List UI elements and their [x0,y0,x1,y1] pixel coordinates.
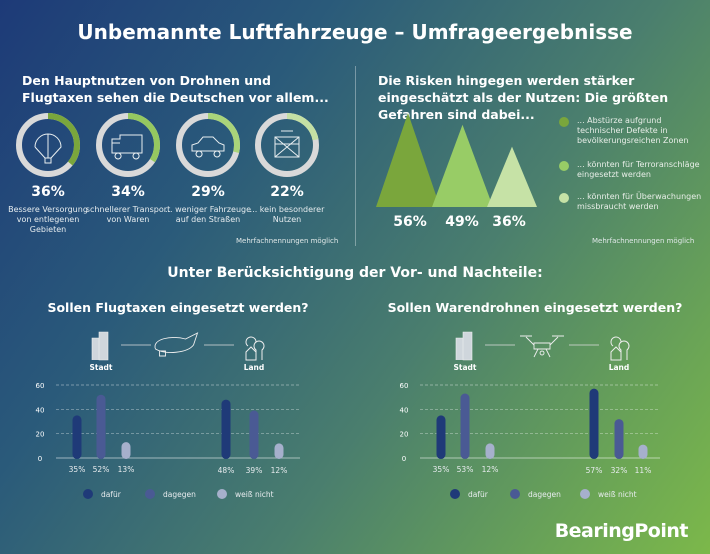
chart-title: Sollen Warendrohnen eingesetzt werden? [388,300,683,315]
legend-label: dagegen [528,490,561,499]
page-title: Unbemannte Luftfahrzeuge – Umfrageergebn… [77,20,633,44]
bar [436,415,446,459]
section-heading: Unter Berücksichtigung der Vor- und Nach… [167,265,543,281]
bar [274,443,284,459]
y-tick-label: 40 [36,406,45,414]
category-label: Stadt [453,363,476,372]
benefit-ring-fill [255,113,319,177]
city-icon [455,331,473,361]
bar-value-label: 53% [457,465,474,474]
benefit-ring [255,113,319,177]
benefit-ring-fill [176,113,240,177]
bar-value-label: 39% [246,466,263,475]
city-icon [91,331,109,361]
risk-triangles [376,113,537,207]
bar-value-label: 13% [118,465,135,474]
legend-label: weiß nicht [598,490,637,499]
bar [638,444,648,459]
truck-icon [111,134,143,160]
bar-value-label: 48% [218,466,235,475]
bar [121,442,131,459]
benefit-percent: 22% [270,184,304,200]
y-tick-label: 40 [400,406,409,414]
benefit-label: Bessere Versorgung von entlegenen Gebiet… [8,205,88,234]
category-label: Stadt [89,363,112,372]
benefit-percent: 29% [191,184,225,200]
benefit-ring [16,113,80,177]
chart-title: Sollen Flugtaxen eingesetzt werden? [47,300,308,315]
benefit-label: ... kein besonderer Nutzen [249,205,325,224]
category-label: Land [609,363,630,372]
bar-value-label: 12% [482,465,499,474]
bar [485,443,495,459]
risk-percent: 36% [492,214,526,230]
risk-legend-label: ... könnten für Terroranschläge eingeset… [577,160,700,179]
legend-dot [217,489,227,499]
risk-legend-dot [559,193,569,203]
legend-dot [145,489,155,499]
category-label: Land [244,363,265,372]
benefit-label: schnellerer Transport von Waren [85,205,171,224]
y-tick-label: 0 [402,455,406,463]
bar-value-label: 32% [611,466,628,475]
divider [355,66,356,246]
benefits-note: Mehrfachnennungen möglich [236,237,339,245]
benefit-ring-fill [16,113,80,177]
bar-value-label: 52% [93,465,110,474]
legend-label: dafür [101,490,122,499]
bar [460,393,470,459]
crossed-box-icon [274,130,300,158]
bar [96,394,106,459]
bar [249,410,259,459]
bar-value-label: 57% [586,466,603,475]
risks-note: Mehrfachnennungen möglich [592,237,695,245]
parachute-icon [34,133,62,164]
risks-heading: Die Risken hingegen werden stärker einge… [378,73,669,122]
countryside-icon [245,336,265,361]
legend-label: weiß nicht [235,490,274,499]
bar-value-label: 12% [271,466,288,475]
risk-triangle [487,146,537,207]
benefit-percent: 34% [111,184,145,200]
brand-logo: BearingPoint [554,520,689,542]
risk-legend-label: ... könnten für Überwachungen missbrauch… [577,192,702,211]
y-tick-label: 60 [400,382,409,390]
legend-label: dafür [468,490,489,499]
car-icon [191,136,225,158]
benefits-heading: Den Hauptnutzen von Drohnen und Flugtaxe… [22,73,329,105]
bar [221,399,231,459]
risk-percent: 49% [445,214,479,230]
bar [72,415,82,459]
y-tick-label: 0 [38,455,42,463]
legend-dot [580,489,590,499]
risk-legend-dot [559,117,569,127]
legend-dot [83,489,93,499]
bar [614,419,624,459]
y-tick-label: 20 [400,431,409,439]
legend-dot [450,489,460,499]
legend-dot [510,489,520,499]
y-tick-label: 60 [36,382,45,390]
benefit-ring [176,113,240,177]
drone-icon [520,335,564,358]
risk-legend-label: ... Abstürze aufgrund technischer Defekt… [577,116,689,145]
risk-triangle [376,113,440,207]
countryside-icon [610,336,630,361]
y-tick-label: 20 [36,431,45,439]
benefit-ring [96,113,160,177]
risk-triangle [432,124,493,207]
bar-value-label: 35% [69,465,86,474]
bar [589,388,599,459]
bar-value-label: 11% [635,466,652,475]
air-taxi-icon [154,332,199,357]
benefit-label: ... weniger Fahrzeuge auf den Straßen [164,205,252,224]
benefit-percent: 36% [31,184,65,200]
risk-legend-dot [559,161,569,171]
bar-charts: Sollen Flugtaxen eingesetzt werden? Stadt… [36,300,683,499]
risk-percent: 56% [393,214,427,230]
legend-label: dagegen [163,490,196,499]
bar-value-label: 35% [433,465,450,474]
benefit-ring-fill [96,113,160,177]
